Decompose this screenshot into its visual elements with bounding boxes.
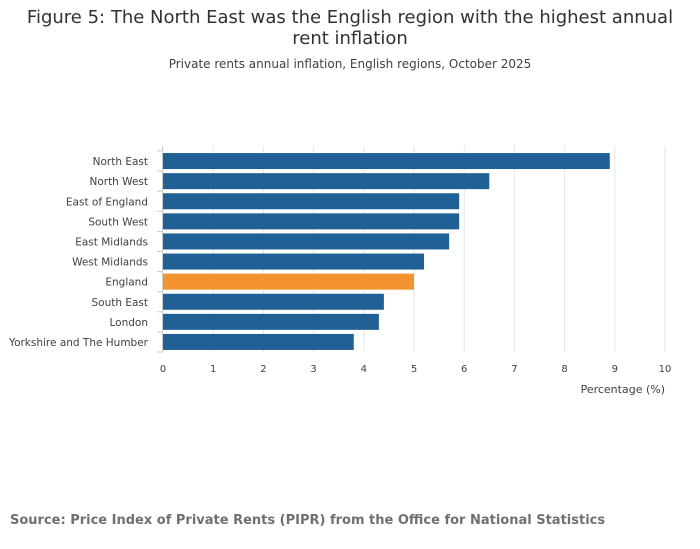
bar [163, 253, 425, 270]
chart-title-line1: Figure 5: The North East was the English… [26, 7, 674, 28]
y-category-label: North West [89, 176, 148, 188]
y-category-label: North East [93, 156, 148, 168]
bar [163, 173, 490, 190]
bar [163, 233, 450, 250]
x-tick-label: 8 [561, 364, 567, 375]
y-category-label: Yorkshire and The Humber [8, 337, 149, 349]
bar [163, 193, 460, 210]
y-category-label: South West [88, 216, 148, 228]
bar-highlight [163, 273, 414, 290]
bar [163, 213, 460, 230]
x-tick-label: 6 [461, 364, 467, 375]
x-tick-label: 10 [659, 364, 672, 375]
y-category-label: East of England [66, 196, 148, 208]
y-category-label: South East [91, 297, 148, 309]
y-category-label: London [110, 317, 149, 329]
y-category-label: West Midlands [72, 257, 148, 269]
x-axis-label: Percentage (%) [581, 383, 665, 396]
x-tick-label: 7 [511, 364, 517, 375]
source-note: Source: Price Index of Private Rents (PI… [10, 513, 606, 528]
x-tick-label: 9 [612, 364, 618, 375]
y-category-label: East Midlands [75, 236, 148, 248]
x-tick-label: 2 [260, 364, 266, 375]
y-category-label: England [105, 277, 148, 289]
x-tick-label: 5 [411, 364, 417, 375]
x-tick-label: 3 [310, 364, 316, 375]
x-tick-label: 4 [361, 364, 367, 375]
x-tick-label: 1 [210, 364, 216, 375]
bar [163, 313, 379, 330]
x-tick-label: 0 [160, 364, 166, 375]
chart-title-line2: rent inflation [292, 28, 408, 49]
chart-subtitle: Private rents annual inflation, English … [168, 57, 532, 71]
bar [163, 293, 384, 310]
bar [163, 153, 610, 170]
bar [163, 333, 354, 350]
chart-title: Figure 5: The North East was the English… [0, 7, 700, 49]
